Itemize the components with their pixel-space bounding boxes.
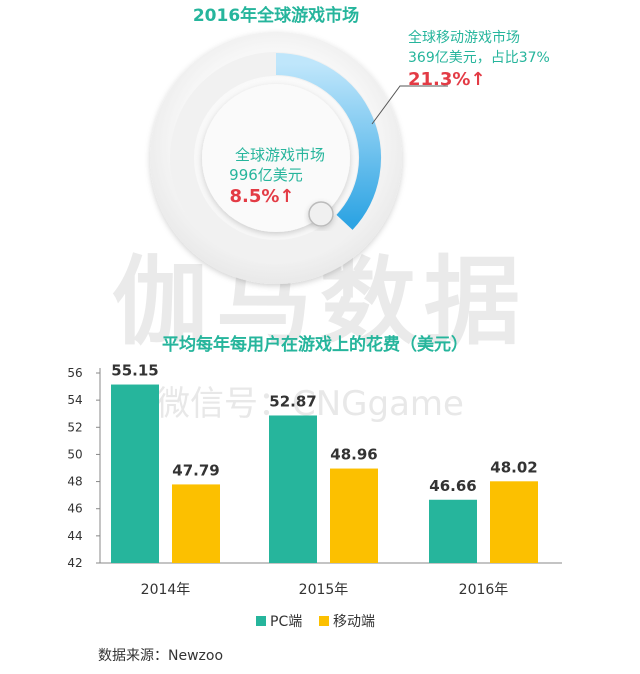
callout-leader-line (371, 85, 448, 125)
bar-chart-title: 平均每年每用户在游戏上的花费（美元） (162, 334, 468, 355)
legend-label-pc: PC端 (270, 614, 302, 630)
bar-pc (269, 415, 317, 563)
x-axis-labels: 2014年 2015年 2016年 (141, 582, 509, 598)
donut-inner-growth: 8.5%↑ (229, 186, 294, 207)
y-tick-label: 42 (67, 556, 82, 570)
bar-mobile (172, 484, 220, 563)
bar-mobile (490, 481, 538, 563)
bar-pc (111, 384, 159, 563)
bar-pc (429, 499, 477, 563)
y-tick-label: 56 (67, 366, 82, 380)
bar-mobile (330, 468, 378, 563)
legend: PC端 移动端 (256, 614, 375, 630)
bar-value-label: 55.15 (111, 362, 158, 380)
bar-value-label: 46.66 (429, 477, 476, 495)
y-tick-label: 46 (67, 502, 82, 516)
donut-inner-disc (202, 84, 350, 232)
y-tick-label: 44 (67, 529, 82, 543)
data-source-note: 数据来源：Newzoo (98, 648, 224, 664)
bar-series: 55.15 47.79 52.87 48.96 46.66 48.02 (111, 362, 538, 563)
bar-value-label: 48.02 (490, 458, 537, 476)
x-category-label: 2016年 (459, 582, 509, 598)
x-category-label: 2014年 (141, 582, 191, 598)
y-tick-label: 54 (67, 393, 82, 407)
x-category-label: 2015年 (299, 582, 349, 598)
bar-value-label: 47.79 (172, 461, 219, 479)
legend-label-mobile: 移动端 (333, 614, 375, 630)
legend-swatch-pc (256, 616, 266, 626)
donut-slice-mobile (275, 53, 381, 230)
donut-knob (308, 201, 334, 227)
donut-inner-label: 全球游戏市场 (235, 146, 325, 164)
legend-swatch-mobile (319, 616, 329, 626)
y-tick-label: 50 (67, 447, 82, 461)
donut-title: 2016年全球游戏市场 (193, 5, 359, 26)
donut-inner-value: 996亿美元 (229, 166, 303, 184)
y-tick-label: 48 (67, 475, 82, 489)
callout-value: 369亿美元，占比37% (408, 50, 550, 66)
bar-value-label: 52.87 (269, 392, 316, 410)
callout-growth: 21.3%↑ (408, 69, 486, 90)
callout-label: 全球移动游戏市场 (408, 29, 520, 46)
bar-value-label: 48.96 (330, 446, 377, 464)
y-tick-label: 52 (67, 420, 82, 434)
donut-chart (150, 32, 402, 284)
y-axis-ticks: 42 44 46 48 50 52 54 56 (67, 366, 100, 570)
